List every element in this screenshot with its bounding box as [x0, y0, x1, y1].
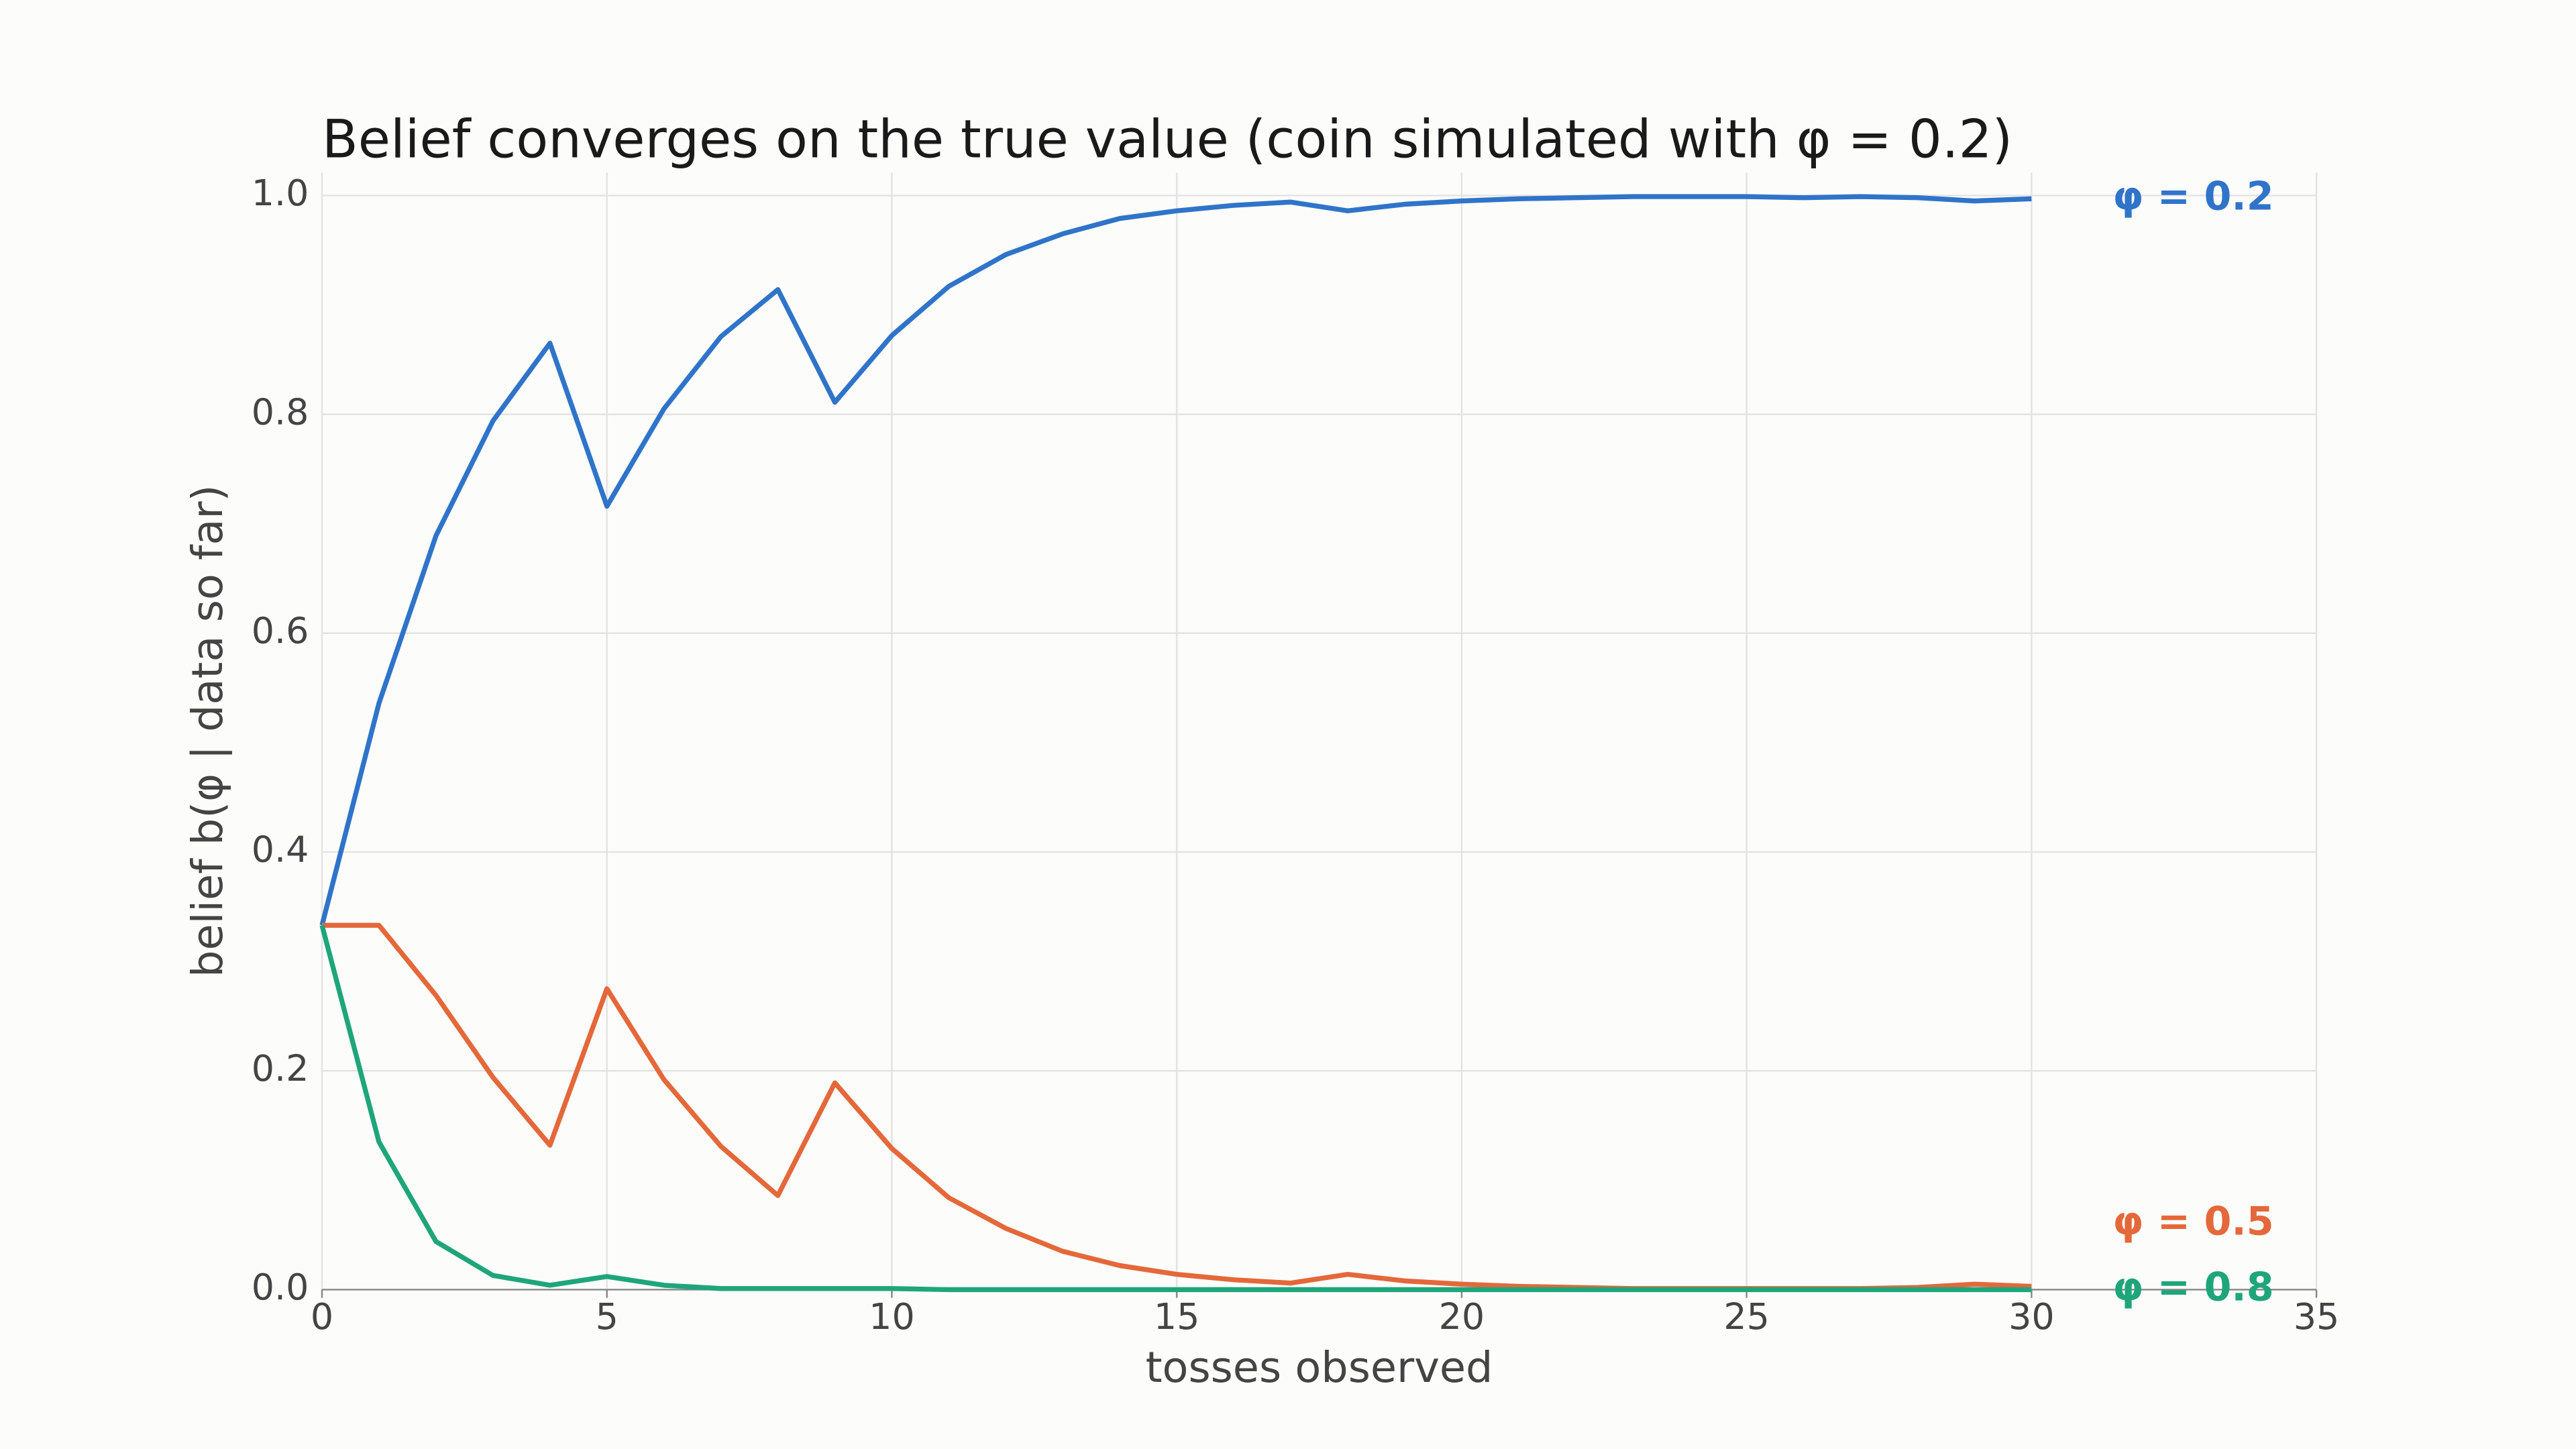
series-line [319, 194, 2032, 926]
y-axis-label: belief b(φ | data so far) [183, 485, 233, 977]
x-tick-label: 25 [1723, 1295, 1770, 1338]
x-tick-label: 5 [596, 1295, 619, 1338]
y-tick-label: 0.4 [252, 828, 309, 871]
x-axis-label: tosses observed [1146, 1343, 1493, 1393]
y-tick-label: 1.0 [252, 172, 309, 214]
y-tick-label: 0.2 [252, 1047, 309, 1089]
x-tick-label: 0 [311, 1295, 333, 1338]
series-label: φ = 0.5 [2112, 1198, 2273, 1244]
x-tick-label: 30 [2008, 1295, 2055, 1338]
series-label: φ = 0.8 [2112, 1264, 2273, 1310]
x-tick-label: 10 [869, 1295, 915, 1338]
x-tick-label: 15 [1154, 1295, 1200, 1338]
series-label: φ = 0.2 [2112, 172, 2273, 219]
y-tick-label: 0.6 [252, 609, 309, 651]
x-tick-label: 20 [1439, 1295, 1485, 1338]
x-tick-label: 35 [2294, 1295, 2340, 1338]
series-line [319, 924, 2032, 1293]
chart-title: Belief converges on the true value (coin… [322, 109, 2012, 170]
y-tick-label: 0.0 [252, 1266, 309, 1308]
y-tick-label: 0.8 [252, 390, 309, 433]
